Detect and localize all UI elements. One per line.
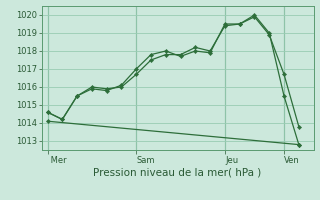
X-axis label: Pression niveau de la mer( hPa ): Pression niveau de la mer( hPa ) [93, 167, 262, 177]
